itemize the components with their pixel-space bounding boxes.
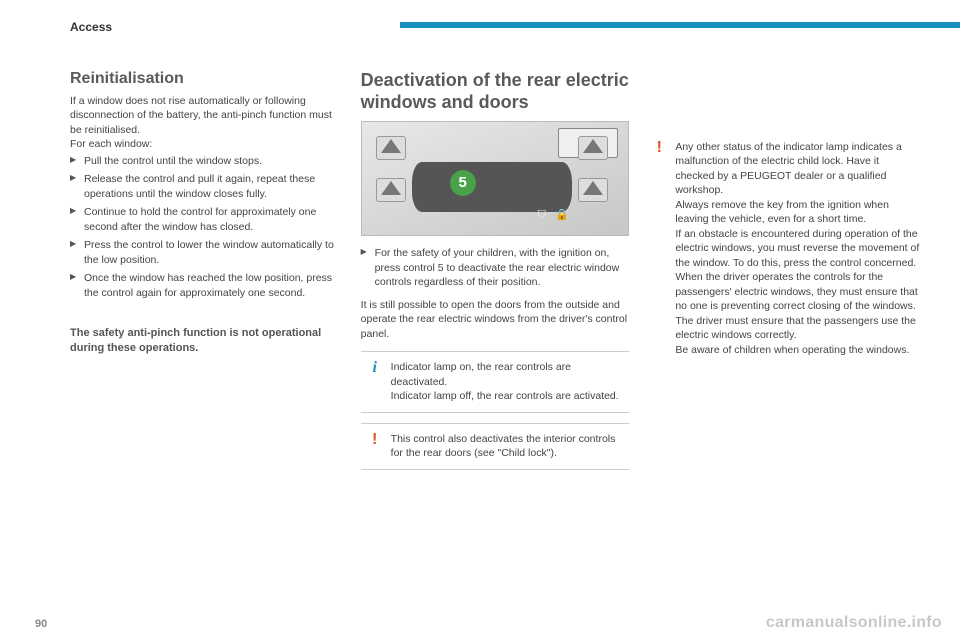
warn-note-text: This control also deactivates the interi… — [391, 432, 624, 461]
list-item: Release the control and pull it again, r… — [70, 172, 339, 201]
window-switch-icon — [578, 178, 608, 202]
list-item: Pull the control until the window stops. — [70, 154, 339, 168]
info-icon: i — [367, 360, 383, 403]
window-switch-icon — [376, 136, 406, 160]
col-middle: Deactivation of the rear electric window… — [361, 70, 630, 470]
deactivation-title: Deactivation of the rear electric window… — [361, 70, 630, 113]
manual-page: Access Reinitialisation If a window does… — [0, 0, 960, 640]
page-number: 90 — [35, 618, 47, 630]
warning-icon: ! — [367, 432, 383, 461]
anti-pinch-note: The safety anti-pinch function is not op… — [70, 326, 339, 356]
info-note: i Indicator lamp on, the rear controls a… — [361, 351, 630, 412]
list-item: Once the window has reached the low posi… — [70, 271, 339, 300]
reinit-steps: Pull the control until the window stops.… — [70, 154, 339, 300]
center-panel: ⛉ 🔒 — [412, 162, 572, 212]
header-accent-bar — [400, 22, 960, 28]
warn-note-large-text: Any other status of the indicator lamp i… — [675, 140, 920, 357]
deactivation-bullets: For the safety of your children, with th… — [361, 246, 630, 289]
reinit-title: Reinitialisation — [70, 70, 339, 88]
callout-5-badge: 5 — [450, 170, 476, 196]
warning-icon: ! — [651, 140, 667, 357]
deactivation-after: It is still possible to open the doors f… — [361, 298, 630, 341]
watermark: carmanualsonline.info — [766, 614, 942, 632]
list-item: Press the control to lower the window au… — [70, 238, 339, 267]
col-left: Reinitialisation If a window does not ri… — [70, 70, 339, 470]
col-right: ! Any other status of the indicator lamp… — [651, 70, 920, 470]
list-item: Continue to hold the control for approxi… — [70, 205, 339, 234]
window-switch-icon — [376, 178, 406, 202]
warn-note-large: ! Any other status of the indicator lamp… — [651, 136, 920, 357]
reinit-intro: If a window does not rise automatically … — [70, 94, 339, 152]
window-switch-icon — [578, 136, 608, 160]
page-header: Access — [70, 20, 920, 38]
child-lock-icon: ⛉ 🔒 — [538, 208, 572, 222]
control-panel-illustration: ⛉ 🔒 5 — [361, 121, 630, 236]
list-item: For the safety of your children, with th… — [361, 246, 630, 289]
warn-note: ! This control also deactivates the inte… — [361, 423, 630, 470]
info-note-text: Indicator lamp on, the rear controls are… — [391, 360, 624, 403]
content-columns: Reinitialisation If a window does not ri… — [70, 70, 920, 470]
